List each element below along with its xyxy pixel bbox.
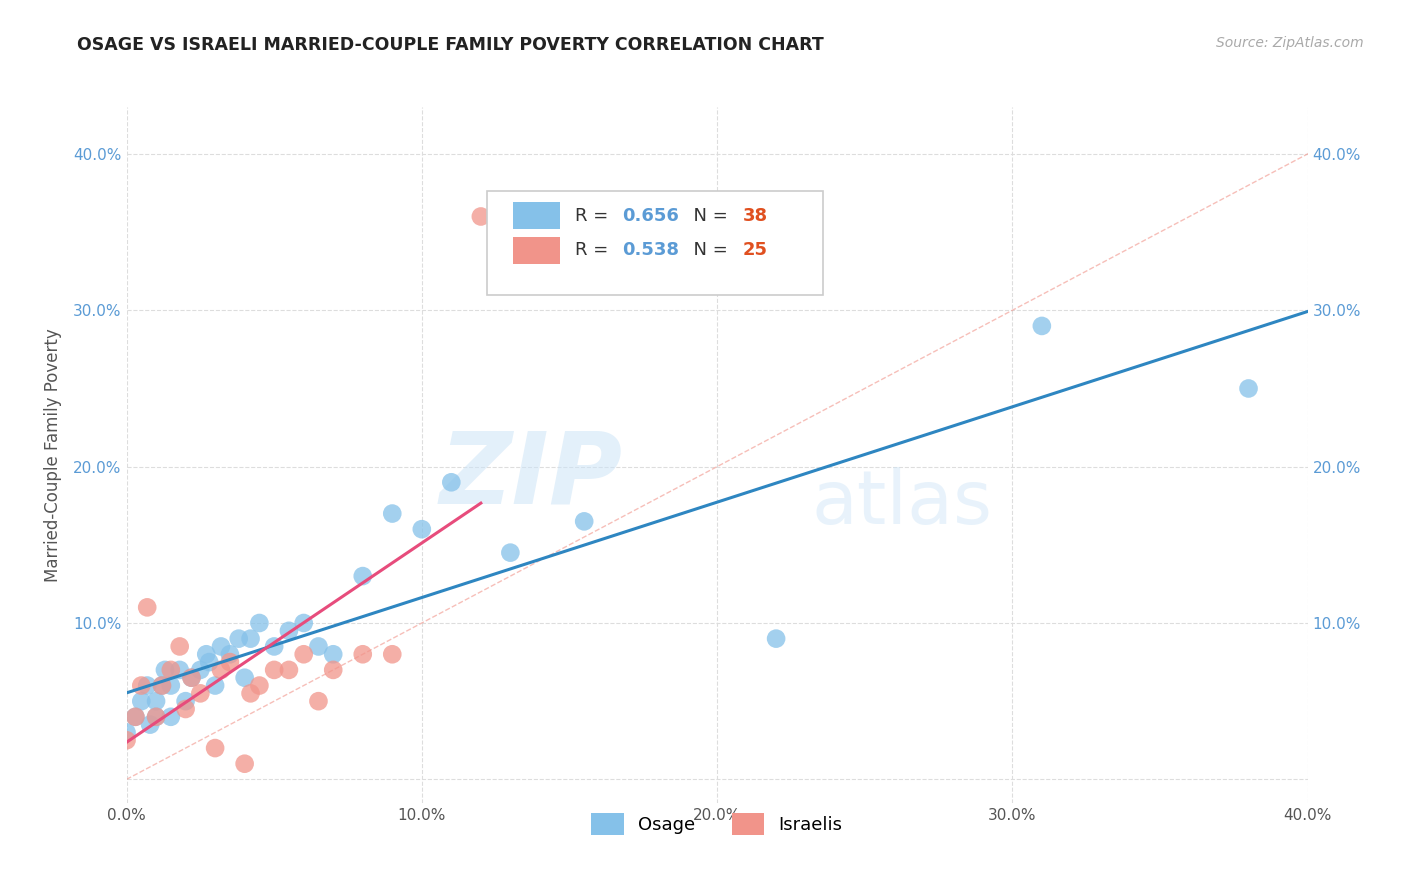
Text: N =: N = <box>682 242 733 260</box>
Point <box>160 663 183 677</box>
Point <box>188 686 212 700</box>
Point <box>160 710 183 724</box>
Point <box>145 710 167 724</box>
Text: atlas: atlas <box>811 467 993 541</box>
Point <box>239 632 262 646</box>
Point <box>574 514 596 528</box>
Point <box>263 663 285 677</box>
Point <box>263 640 285 654</box>
Point <box>499 546 522 560</box>
Point <box>249 615 271 630</box>
Point <box>411 522 433 536</box>
Point <box>1237 382 1260 396</box>
Point <box>174 702 197 716</box>
Point <box>322 663 344 677</box>
Point <box>124 710 146 724</box>
Point <box>292 647 315 661</box>
Point <box>204 679 226 693</box>
Text: R =: R = <box>575 207 614 225</box>
Point <box>129 694 153 708</box>
Point <box>174 694 197 708</box>
Text: ZIP: ZIP <box>440 427 623 524</box>
Point <box>239 686 262 700</box>
Point <box>129 679 153 693</box>
Point <box>381 507 404 521</box>
Point <box>180 671 202 685</box>
Point <box>470 210 492 224</box>
Point <box>136 600 159 615</box>
Point <box>233 756 256 771</box>
Point <box>169 640 191 654</box>
Point <box>292 615 315 630</box>
Point <box>115 733 138 747</box>
Text: R =: R = <box>575 242 614 260</box>
Point <box>209 663 232 677</box>
Point <box>180 671 202 685</box>
Point <box>209 640 232 654</box>
Point <box>440 475 463 490</box>
Point <box>150 679 173 693</box>
Point <box>381 647 404 661</box>
Point <box>145 710 167 724</box>
Legend: Osage, Israelis: Osage, Israelis <box>585 806 849 842</box>
Point <box>136 679 159 693</box>
Point <box>198 655 221 669</box>
Bar <box>513 237 560 264</box>
Text: 38: 38 <box>742 207 768 225</box>
Text: OSAGE VS ISRAELI MARRIED-COUPLE FAMILY POVERTY CORRELATION CHART: OSAGE VS ISRAELI MARRIED-COUPLE FAMILY P… <box>77 36 824 54</box>
Point <box>765 632 787 646</box>
Point <box>169 663 191 677</box>
Point <box>352 647 374 661</box>
Point <box>278 663 301 677</box>
FancyBboxPatch shape <box>486 191 824 295</box>
Point <box>195 647 218 661</box>
Point <box>150 679 173 693</box>
Point <box>153 663 176 677</box>
Point <box>233 671 256 685</box>
Point <box>219 655 242 669</box>
Point <box>160 679 183 693</box>
Bar <box>513 202 560 229</box>
Y-axis label: Married-Couple Family Poverty: Married-Couple Family Poverty <box>44 328 62 582</box>
Point <box>249 679 271 693</box>
Text: N =: N = <box>682 207 733 225</box>
Point <box>145 694 167 708</box>
Point <box>352 569 374 583</box>
Point <box>115 725 138 739</box>
Point <box>139 717 162 731</box>
Point <box>228 632 250 646</box>
Point <box>322 647 344 661</box>
Text: Source: ZipAtlas.com: Source: ZipAtlas.com <box>1216 36 1364 50</box>
Point <box>219 647 242 661</box>
Text: 0.656: 0.656 <box>623 207 679 225</box>
Text: 0.538: 0.538 <box>623 242 679 260</box>
Point <box>308 640 330 654</box>
Point <box>308 694 330 708</box>
Point <box>188 663 212 677</box>
Point <box>124 710 146 724</box>
Text: 25: 25 <box>742 242 768 260</box>
Point <box>1031 318 1053 333</box>
Point <box>278 624 301 638</box>
Point <box>204 741 226 756</box>
